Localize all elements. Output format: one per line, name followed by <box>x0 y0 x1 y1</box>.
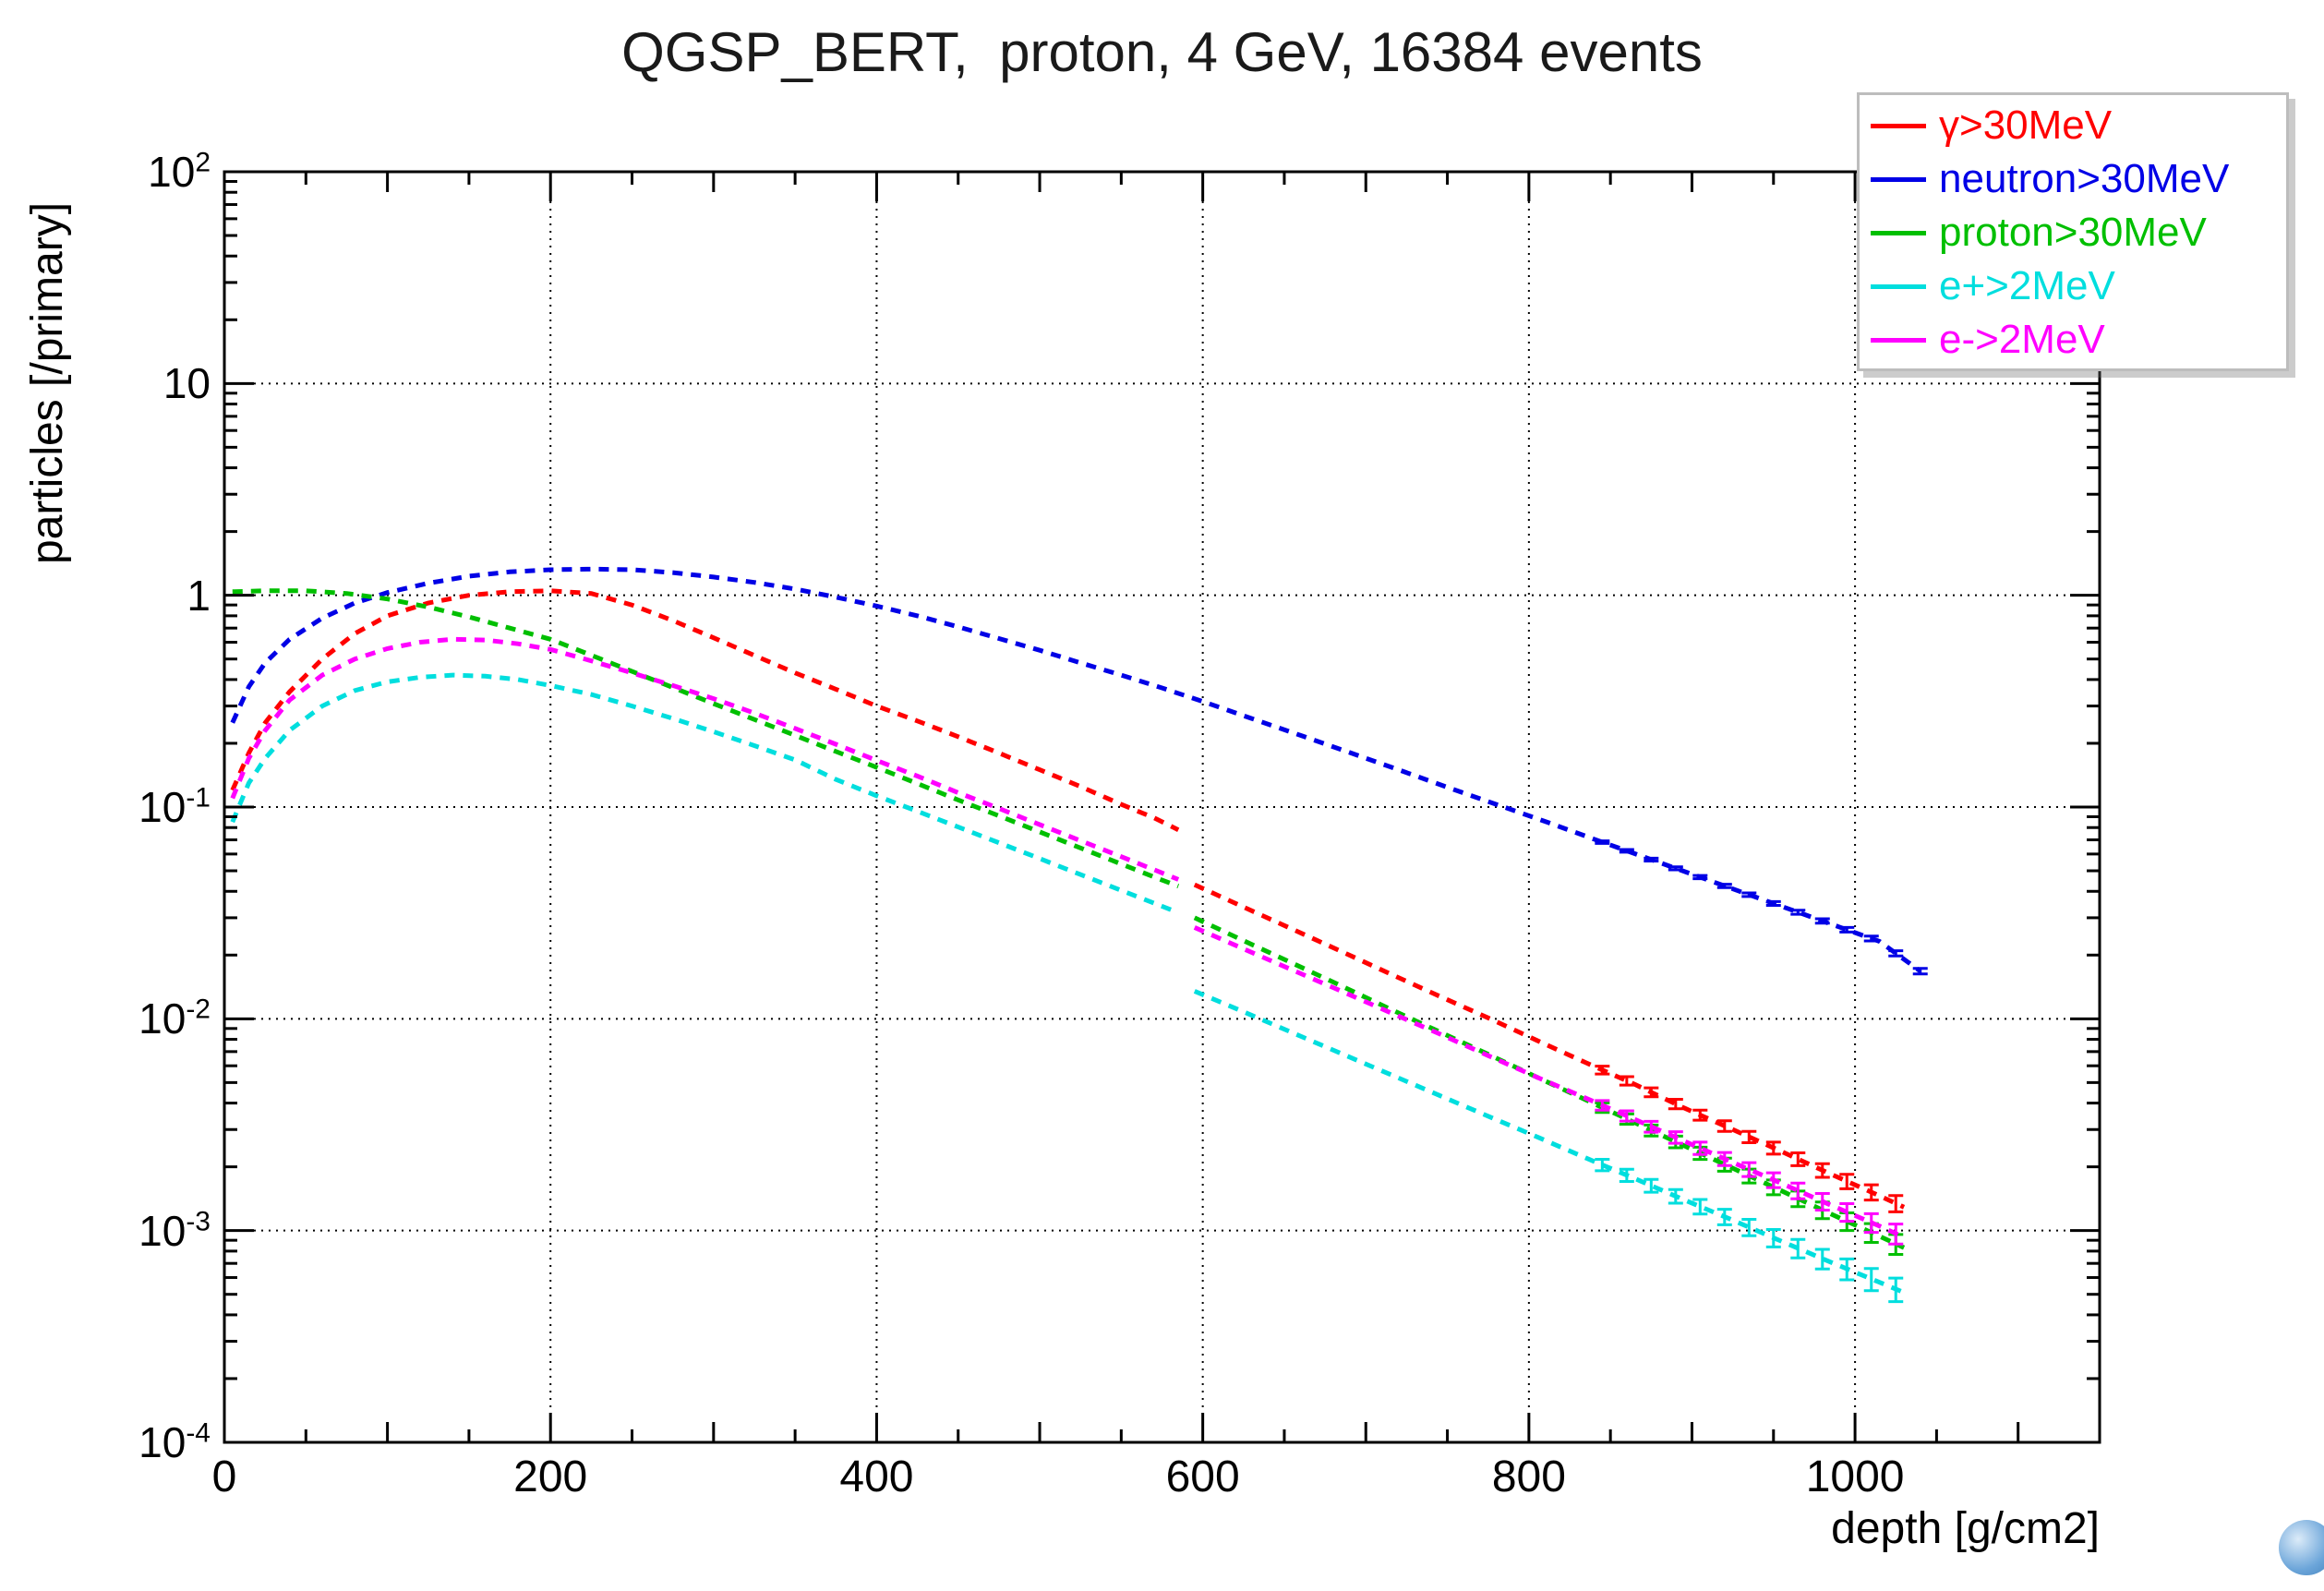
series-eplus <box>230 672 1906 1304</box>
y-axis-title: particles [/primary] <box>23 201 72 565</box>
legend-entry-label: e+>2MeV <box>1939 263 2115 308</box>
legend-entry-proton: proton>30MeV <box>1871 206 2286 259</box>
chart-title: QGSP_BERT, proton, 4 GeV, 16384 events <box>621 21 1703 83</box>
axes-frame <box>223 170 2101 1444</box>
overlay-artifact-icon <box>2279 1520 2324 1575</box>
legend: γ>30MeV neutron>30MeV proton>30MeV e+>2M… <box>1857 92 2289 371</box>
series-gamma <box>230 588 1906 1213</box>
legend-entry-eminus: e->2MeV <box>1871 313 2286 367</box>
series-proton <box>232 588 1906 1256</box>
series-eminus <box>230 636 1906 1246</box>
legend-entry-gamma: γ>30MeV <box>1871 99 2286 152</box>
legend-line-sample-gamma <box>1871 123 1926 128</box>
legend-line-sample-proton <box>1871 230 1926 235</box>
gridlines <box>224 172 2100 1442</box>
legend-line-sample-neutron <box>1871 176 1926 182</box>
legend-entry-neutron: neutron>30MeV <box>1871 152 2286 206</box>
x-axis-title: depth [g/cm2] <box>1831 1504 2100 1553</box>
legend-entry-eplus: e+>2MeV <box>1871 259 2286 313</box>
legend-entry-label: γ>30MeV <box>1939 102 2113 148</box>
series-neutron <box>230 566 1928 976</box>
legend-line-sample-eminus <box>1871 337 1926 343</box>
legend-entry-label: neutron>30MeV <box>1939 156 2230 201</box>
legend-line-sample-eplus <box>1871 283 1926 289</box>
legend-entry-label: e->2MeV <box>1939 317 2105 362</box>
legend-entry-label: proton>30MeV <box>1939 210 2207 255</box>
